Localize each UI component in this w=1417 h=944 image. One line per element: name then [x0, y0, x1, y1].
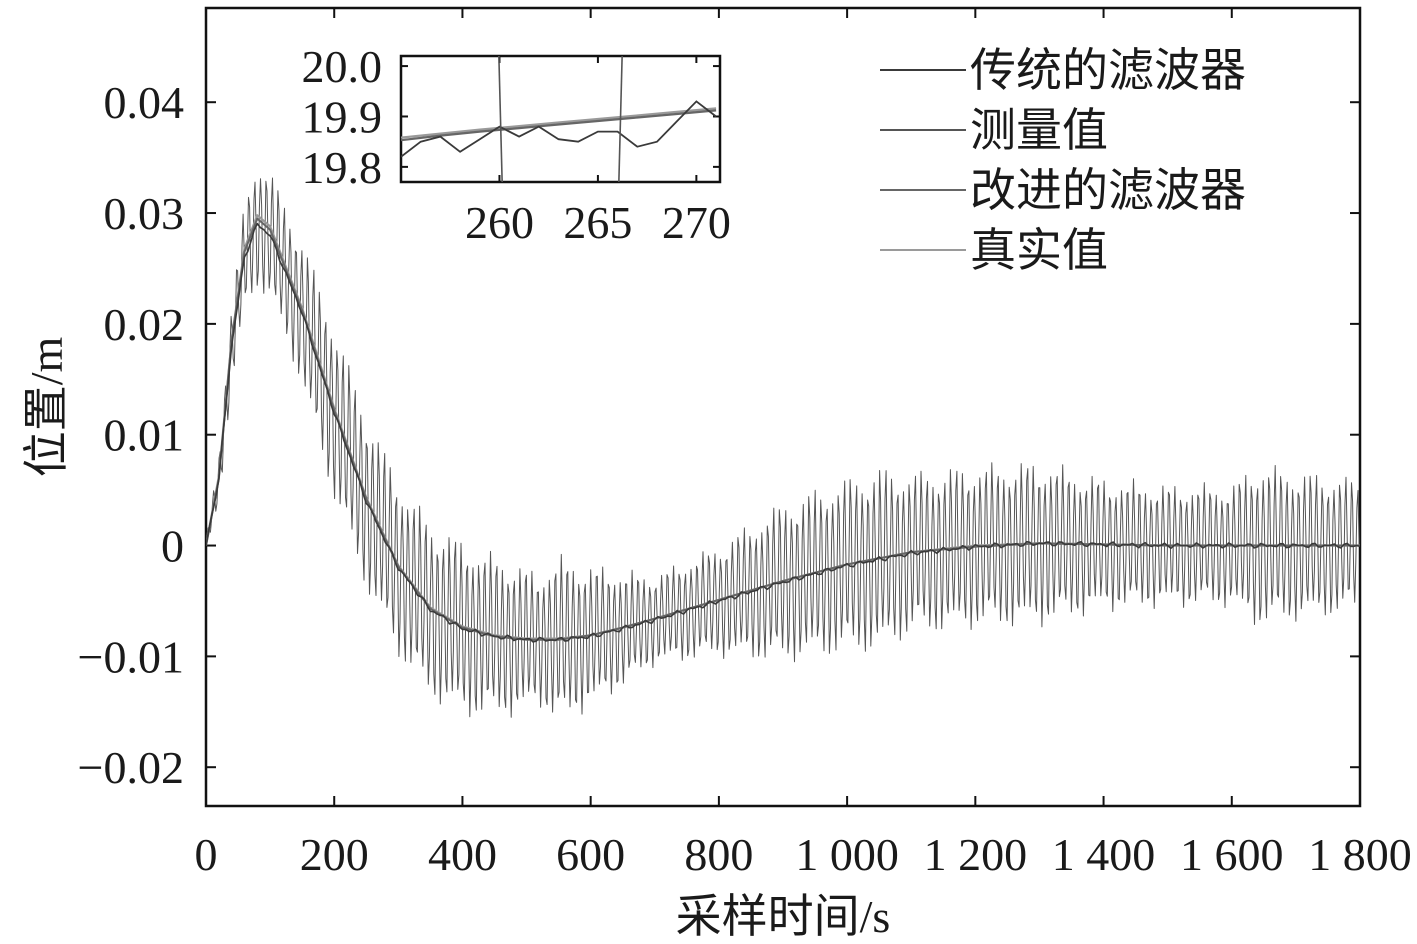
- x-tick-label: 1 600: [1180, 829, 1284, 880]
- x-tick-label: 1 800: [1308, 829, 1412, 880]
- y-tick-label: 0: [161, 521, 184, 572]
- y-tick-label: 0.03: [104, 188, 185, 239]
- inset-y-tick-label: 20.0: [302, 41, 383, 92]
- inset-plot: 260 265 270 20.019.919.8: [302, 41, 731, 248]
- series-line-improved-filter: [206, 217, 1360, 641]
- series-line-true-value: [206, 214, 1360, 640]
- inset-y-tick-label: 19.8: [302, 142, 383, 193]
- legend-item-traditional-filter: 传统的滤波器: [880, 45, 1246, 96]
- x-tick-label: 1 400: [1052, 829, 1156, 880]
- legend-label: 传统的滤波器: [970, 45, 1246, 96]
- inset-line-true-value: [401, 107, 717, 139]
- inset-line-traditional-filter: [401, 100, 717, 158]
- x-axis-label: 采样时间/s: [676, 891, 891, 942]
- plot-frame: [204, 6, 1362, 808]
- inset-x-tick-label: 260: [465, 197, 534, 248]
- inset-line-measured: [498, 56, 503, 182]
- x-tick-label: 400: [428, 829, 497, 880]
- series-line-traditional-filter: [206, 222, 1360, 643]
- inset-x-tick-label: 270: [662, 197, 731, 248]
- inset-y-tick-label: 19.9: [302, 91, 383, 142]
- x-tick-label: 0: [195, 829, 218, 880]
- series-line-measured: [206, 177, 1360, 718]
- legend-label: 测量值: [970, 105, 1108, 156]
- inset-frame: [399, 54, 722, 184]
- x-tick-label: 200: [300, 829, 369, 880]
- inset-x-tick-label: 265: [563, 197, 632, 248]
- y-tick-label: 0.02: [104, 299, 185, 350]
- inset-plot-area: [401, 56, 717, 182]
- x-tick-label: 1 000: [795, 829, 899, 880]
- legend-item-measured: 测量值: [880, 105, 1108, 156]
- x-tick-label: 1 200: [924, 829, 1028, 880]
- plot-area: [206, 177, 1360, 718]
- y-axis-label: 位置/m: [21, 337, 72, 478]
- y-tick-label: 0.04: [104, 77, 185, 128]
- x-tick-label: 800: [684, 829, 753, 880]
- y-tick-label: −0.01: [78, 631, 184, 682]
- y-tick-label: −0.02: [78, 742, 184, 793]
- y-tick-label: 0.01: [104, 410, 185, 461]
- inset-line-improved-filter: [401, 109, 717, 142]
- legend-item-improved-filter: 改进的滤波器: [880, 165, 1246, 216]
- legend-item-true-value: 真实值: [880, 225, 1108, 276]
- inset-line-measured: [618, 56, 623, 182]
- x-tick-label: 600: [556, 829, 625, 880]
- main-plot: 0 200 400 600 800 1 000 1 200 1 400 1 600 1 800 0.…: [78, 6, 1412, 880]
- legend-label: 改进的滤波器: [970, 165, 1246, 216]
- legend-label: 真实值: [970, 225, 1108, 276]
